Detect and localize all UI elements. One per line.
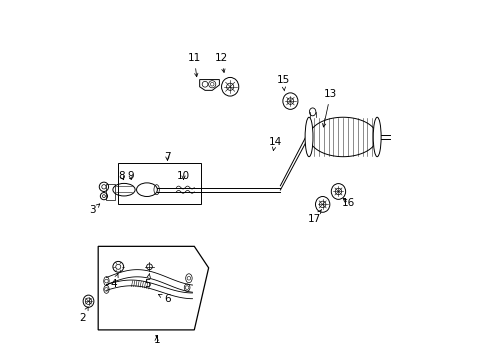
Bar xyxy=(105,184,115,200)
Text: 11: 11 xyxy=(187,53,201,77)
Ellipse shape xyxy=(305,117,312,157)
Text: 5: 5 xyxy=(144,274,151,289)
Text: 9: 9 xyxy=(127,171,134,181)
Text: 15: 15 xyxy=(276,75,289,91)
Text: 14: 14 xyxy=(268,138,281,150)
Text: 12: 12 xyxy=(214,53,227,72)
Text: 4: 4 xyxy=(110,274,118,289)
Text: 7: 7 xyxy=(164,152,170,162)
Text: 2: 2 xyxy=(79,307,88,323)
Text: 13: 13 xyxy=(322,89,337,127)
Text: 17: 17 xyxy=(307,210,321,224)
Text: 8: 8 xyxy=(118,171,125,181)
Ellipse shape xyxy=(372,117,380,157)
Text: 6: 6 xyxy=(158,294,170,304)
Text: 10: 10 xyxy=(177,171,190,181)
Text: 1: 1 xyxy=(153,334,160,345)
Text: 16: 16 xyxy=(341,198,354,208)
Bar xyxy=(118,163,201,204)
Text: 3: 3 xyxy=(89,204,100,216)
